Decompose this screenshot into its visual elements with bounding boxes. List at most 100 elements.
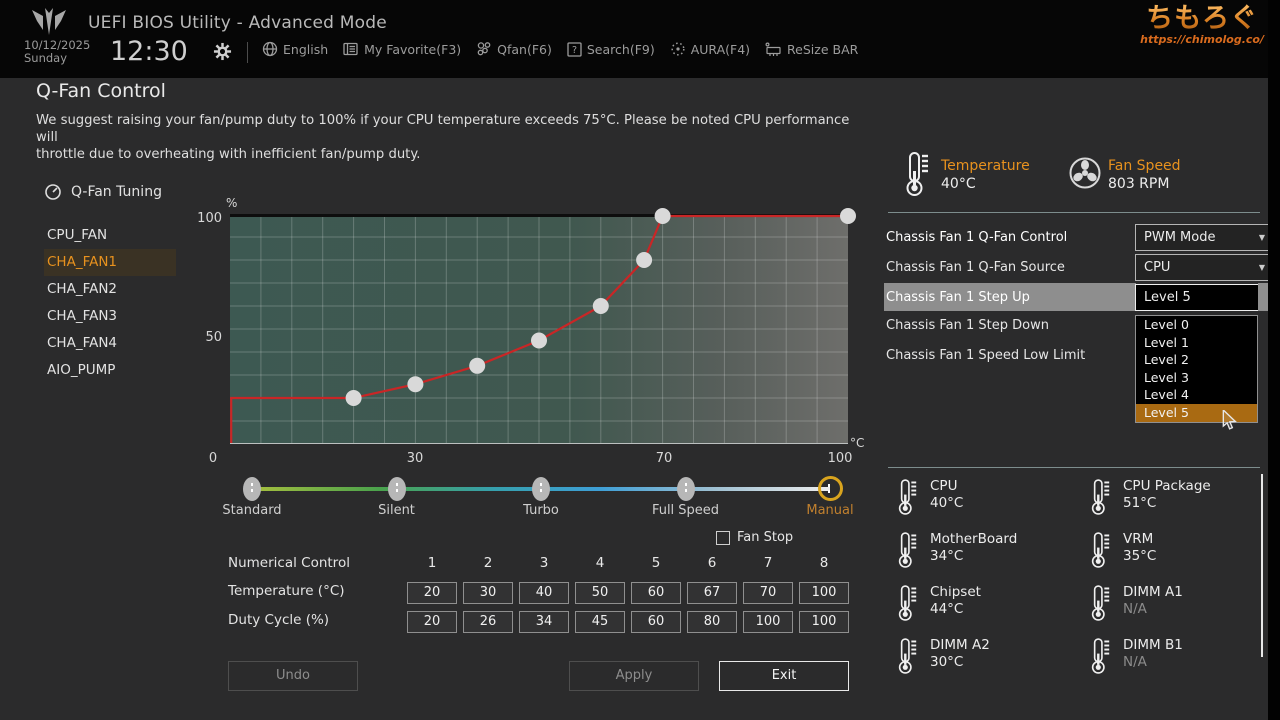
temp-cell-4[interactable]: 50 (575, 582, 625, 604)
slider-knob[interactable] (243, 477, 261, 501)
curve-point-2[interactable] (407, 376, 424, 393)
chevron-down-icon: ▼ (1258, 233, 1265, 242)
top-menu: English My Favorite(F3) Qfan(F6) (262, 41, 858, 57)
setting-label-qfan-source[interactable]: Chassis Fan 1 Q-Fan Source (886, 260, 1065, 275)
slider-knob[interactable] (676, 477, 695, 501)
fan-speed-icon (1069, 157, 1101, 189)
sensor-vrm: VRM 35°C (1089, 527, 1262, 580)
slider-knob[interactable] (532, 477, 550, 501)
fan-stop-checkbox[interactable] (716, 531, 730, 545)
knob-dash (684, 483, 687, 495)
setting-label-speed-low-limit[interactable]: Chassis Fan 1 Speed Low Limit (886, 348, 1086, 363)
duty-cell-1[interactable]: 20 (407, 611, 457, 633)
thermometer-icon (898, 479, 917, 515)
curve-point-5[interactable] (592, 298, 609, 314)
curve-point-4[interactable] (531, 332, 547, 349)
qfan-tuning-button[interactable]: Q-Fan Tuning (44, 183, 162, 201)
slider-knob[interactable] (818, 476, 843, 501)
curve-point-7[interactable] (654, 208, 671, 224)
sensor-name: DIMM B1 (1123, 637, 1183, 653)
fan-curve-chart[interactable] (230, 208, 856, 444)
menu-item-language[interactable]: English (262, 41, 328, 57)
temp-cell-8[interactable]: 100 (799, 582, 849, 604)
screen-edge (1268, 0, 1280, 720)
duty-cell-4[interactable]: 45 (575, 611, 625, 633)
dropdown-option-level-0[interactable]: Level 0 (1144, 317, 1189, 332)
dropdown-option-level-2[interactable]: Level 2 (1144, 352, 1189, 368)
temp-cell-7[interactable]: 70 (743, 582, 793, 604)
dropdown-option-level-4[interactable]: Level 4 (1144, 387, 1189, 403)
setting-row-highlight (884, 283, 1136, 311)
sensor-scrollbar[interactable] (1261, 474, 1263, 657)
thermometer-icon (1091, 585, 1110, 621)
qfan-source-dropdown[interactable]: CPU ▼ (1135, 254, 1274, 281)
sidebar-item-cha_fan2[interactable]: CHA_FAN2 (47, 281, 118, 297)
slider-stop-label[interactable]: Silent (378, 503, 415, 518)
setting-label-qfan-control[interactable]: Chassis Fan 1 Q-Fan Control (886, 230, 1068, 245)
temp-cell-5[interactable]: 60 (631, 582, 681, 604)
slider-stop-label[interactable]: Turbo (523, 503, 559, 518)
dropdown-option-level-1[interactable]: Level 1 (1144, 334, 1189, 350)
sidebar-item-aio_pump[interactable]: AIO_PUMP (47, 362, 116, 378)
aura-icon (671, 42, 685, 56)
sensor-name: Chipset (930, 584, 981, 600)
fan-speed-status-value: 803 RPM (1108, 176, 1170, 192)
curve-point-1[interactable] (345, 390, 362, 406)
tuf-logo-icon (32, 8, 66, 35)
settings-scrollbar-thumb[interactable] (1258, 283, 1268, 311)
sidebar-item-cha_fan1[interactable]: CHA_FAN1 (44, 249, 176, 276)
apply-button[interactable]: Apply (569, 661, 699, 691)
menu-item-qfan[interactable]: Qfan(F6) (476, 41, 552, 57)
sidebar-item-cha_fan3[interactable]: CHA_FAN3 (47, 308, 118, 324)
duty-cell-8[interactable]: 100 (799, 611, 849, 633)
duty-cell-2[interactable]: 26 (463, 611, 513, 633)
sensor-name: CPU (930, 478, 958, 494)
duty-cell-5[interactable]: 60 (631, 611, 681, 633)
slider-stop-label[interactable]: Standard (222, 503, 282, 518)
temperature-status-value: 40°C (941, 176, 976, 192)
curve-point-8[interactable] (840, 208, 856, 224)
duty-cell-3[interactable]: 34 (519, 611, 569, 633)
menu-item-search[interactable]: ? Search(F9) (567, 42, 655, 57)
menu-item-resize-bar[interactable]: ReSize BAR (765, 42, 858, 57)
exit-button[interactable]: Exit (719, 661, 849, 691)
setting-label-step-up[interactable]: Chassis Fan 1 Step Up (886, 290, 1030, 305)
duty-cell-6[interactable]: 80 (687, 611, 737, 633)
temperature-row-label: Temperature (°C) (228, 583, 345, 599)
undo-button[interactable]: Undo (228, 661, 358, 691)
menu-item-my-favorite[interactable]: My Favorite(F3) (343, 42, 461, 57)
sensor-name: CPU Package (1123, 478, 1211, 494)
temp-cell-2[interactable]: 30 (463, 582, 513, 604)
step-up-dropdown[interactable]: Level 5▼ (1135, 284, 1274, 311)
sensor-motherboard: MotherBoard 34°C (896, 527, 1089, 580)
x-tick-0: 0 (208, 451, 218, 466)
dropdown-option-level-5[interactable]: Level 5 (1136, 403, 1257, 422)
curve-point-3[interactable] (469, 357, 486, 374)
sensor-value: 35°C (1123, 548, 1157, 564)
slider-knob[interactable] (387, 477, 406, 501)
sidebar-item-cha_fan4[interactable]: CHA_FAN4 (47, 335, 118, 351)
dropdown-option-level-3[interactable]: Level 3 (1144, 369, 1189, 385)
numerical-control-table: Numerical Control Temperature (°C) Duty … (228, 548, 849, 638)
profile-slider[interactable]: Standard Silent Turbo Full Speed Manual (222, 476, 854, 534)
temp-cell-1[interactable]: 20 (407, 582, 457, 604)
watermark: ちもろぐ https://chimolog.co/ (1140, 4, 1264, 46)
setting-label-step-down[interactable]: Chassis Fan 1 Step Down (886, 318, 1049, 333)
watermark-logo: ちもろぐ (1140, 4, 1264, 34)
duty-cell-7[interactable]: 100 (743, 611, 793, 633)
slider-stop-label[interactable]: Manual (806, 503, 854, 518)
sidebar-item-cpu_fan[interactable]: CPU_FAN (47, 227, 108, 243)
gear-icon[interactable] (213, 42, 232, 61)
slider-stop-label[interactable]: Full Speed (651, 503, 720, 518)
temp-cell-6[interactable]: 67 (687, 582, 737, 604)
fan-icon (477, 42, 491, 56)
mouse-cursor (1222, 410, 1237, 430)
curve-point-6[interactable] (636, 252, 653, 268)
thermometer-icon (898, 638, 917, 674)
y-tick-100: 100 (197, 211, 222, 226)
thermometer-icon (1091, 532, 1110, 568)
temp-cell-3[interactable]: 40 (519, 582, 569, 604)
qfan-control-dropdown[interactable]: PWM Mode ▼ (1135, 224, 1274, 251)
menu-item-aura[interactable]: AURA(F4) (670, 41, 750, 57)
search-icon: ? (567, 41, 582, 57)
